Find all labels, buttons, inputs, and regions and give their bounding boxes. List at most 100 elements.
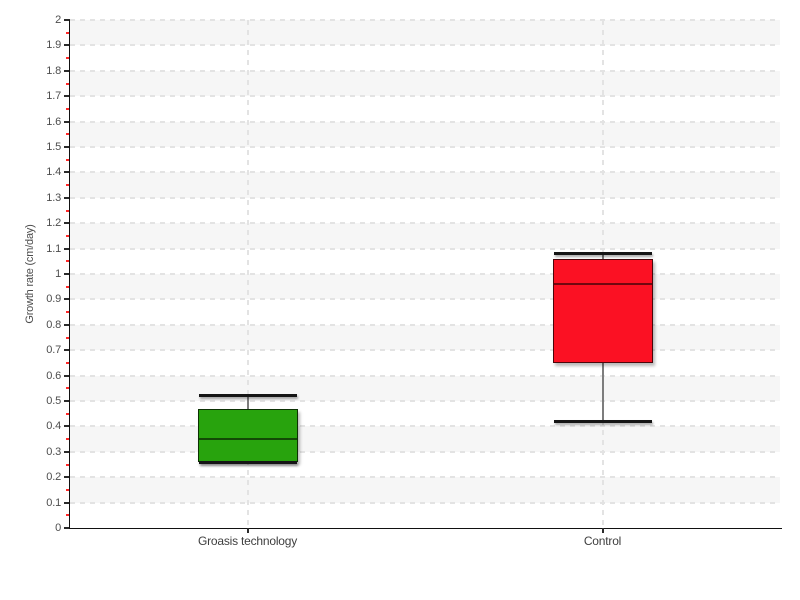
- whisker-upper-groasis-technology: [246, 395, 249, 409]
- y-tick-minor: [66, 133, 69, 136]
- y-tick-minor: [66, 463, 69, 466]
- box-control: [552, 258, 653, 363]
- y-tick-minor: [66, 184, 69, 187]
- y-tick-label: 1.6: [46, 115, 61, 128]
- y-tick-major: [64, 400, 70, 402]
- gridline-horizontal: [70, 273, 780, 275]
- y-tick-major: [64, 222, 70, 225]
- y-tick-label: 1.8: [46, 64, 61, 77]
- y-axis-line: [69, 20, 70, 529]
- gridline-horizontal: [70, 425, 780, 428]
- median-line-groasis-technology: [198, 438, 297, 441]
- y-tick-label: 1.4: [46, 166, 61, 179]
- y-tick-minor: [66, 438, 69, 441]
- gridline-vertical: [246, 20, 249, 528]
- y-tick-label: 1.3: [46, 191, 61, 204]
- y-tick-minor: [66, 285, 69, 288]
- plot-band: [70, 223, 780, 249]
- y-tick-label: 1.1: [46, 242, 61, 255]
- y-tick-minor: [66, 31, 69, 34]
- y-tick-minor: [66, 82, 69, 85]
- y-tick-major: [64, 374, 70, 377]
- y-tick-minor: [66, 107, 69, 110]
- y-tick-label: 0.4: [46, 420, 61, 433]
- y-tick-major: [64, 196, 70, 199]
- y-tick-minor: [66, 311, 69, 314]
- y-tick-label: 0.7: [46, 344, 61, 357]
- gridline-horizontal: [70, 120, 780, 123]
- y-tick-label: 1.7: [46, 90, 61, 103]
- y-tick-major: [64, 44, 70, 47]
- gridline-horizontal: [70, 95, 780, 98]
- y-tick-major: [64, 120, 70, 123]
- y-tick-label: 1: [55, 268, 61, 280]
- plot-band: [70, 274, 780, 300]
- y-tick-major: [64, 527, 70, 529]
- gridline-horizontal: [70, 44, 780, 47]
- y-tick-major: [64, 95, 70, 98]
- whisker-cap-min-groasis-technology: [198, 460, 297, 464]
- gridline-horizontal: [70, 400, 780, 402]
- y-tick-major: [64, 450, 70, 453]
- whisker-cap-min-control: [553, 420, 652, 424]
- y-tick-label: 0: [55, 522, 61, 534]
- y-tick-minor: [66, 158, 69, 161]
- gridline-horizontal: [70, 196, 780, 199]
- gridline-horizontal: [70, 69, 780, 72]
- y-tick-major: [64, 247, 70, 250]
- y-tick-label: 0.8: [46, 318, 61, 331]
- gridline-horizontal: [70, 501, 780, 504]
- x-category-label-groasis-technology: Groasis technology: [197, 534, 298, 548]
- y-tick-minor: [66, 336, 69, 339]
- y-tick-minor: [66, 514, 69, 517]
- y-tick-minor: [66, 387, 69, 390]
- gridline-horizontal: [70, 323, 780, 326]
- y-tick-major: [64, 146, 70, 148]
- gridline-horizontal: [70, 349, 780, 352]
- y-tick-minor: [66, 57, 69, 60]
- y-tick-major: [64, 273, 70, 275]
- y-tick-label: 1.2: [46, 217, 61, 230]
- gridline-horizontal: [70, 374, 780, 377]
- y-tick-minor: [66, 361, 69, 364]
- whisker-upper-control: [601, 253, 604, 259]
- plot-band: [70, 324, 780, 351]
- y-tick-major: [64, 69, 70, 72]
- y-tick-major: [64, 349, 70, 352]
- plot-band: [70, 375, 780, 401]
- y-tick-minor: [66, 260, 69, 263]
- y-tick-minor: [66, 488, 69, 491]
- plot-band: [70, 477, 780, 503]
- gridline-horizontal: [70, 298, 780, 301]
- y-tick-label: 0.3: [46, 445, 61, 458]
- y-tick-label: 0.5: [46, 395, 61, 407]
- x-category-label-control: Control: [583, 534, 622, 548]
- x-tick: [246, 528, 249, 533]
- y-tick-label: 1.9: [46, 39, 61, 52]
- y-tick-major: [64, 323, 70, 326]
- whisker-lower-control: [601, 362, 604, 422]
- plot-band: [70, 172, 780, 198]
- y-tick-minor: [66, 209, 69, 212]
- gridline-horizontal: [70, 171, 780, 174]
- gridline-horizontal: [70, 222, 780, 225]
- y-tick-minor: [66, 234, 69, 237]
- y-tick-major: [64, 298, 70, 301]
- gridline-horizontal: [70, 19, 780, 21]
- plot-band: [70, 70, 780, 97]
- y-tick-label: 1.5: [46, 141, 61, 153]
- y-tick-label: 0.9: [46, 293, 61, 306]
- gridline-horizontal: [70, 247, 780, 250]
- y-tick-label: 0.1: [46, 496, 61, 509]
- box-groasis-technology: [197, 408, 298, 462]
- y-tick-major: [64, 476, 70, 479]
- gridline-horizontal: [70, 450, 780, 453]
- y-tick-label: 0.2: [46, 471, 61, 484]
- y-tick-minor: [66, 412, 69, 415]
- x-tick: [601, 528, 604, 533]
- gridline-horizontal: [70, 146, 780, 148]
- whisker-cap-max-groasis-technology: [198, 393, 297, 397]
- y-tick-label: 0.6: [46, 369, 61, 382]
- x-axis-line: [69, 528, 782, 529]
